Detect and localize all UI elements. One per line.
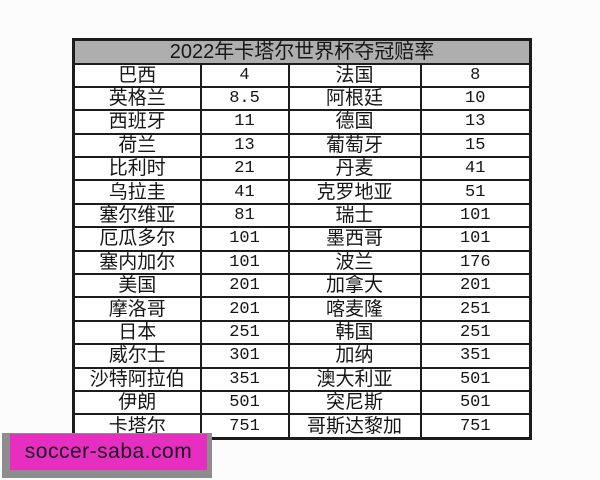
- table-row: 塞内加尔 101 波兰 176: [72, 249, 532, 276]
- team-cell: 厄瓜多尔: [72, 226, 202, 252]
- odds-cell: 13: [419, 109, 532, 135]
- odds-cell: 15: [419, 132, 532, 159]
- team-cell: 美国: [72, 272, 202, 299]
- team-cell: 澳大利亚: [287, 366, 422, 392]
- table-row: 英格兰 8.5 阿根廷 10: [72, 85, 532, 112]
- odds-cell: 81: [199, 202, 290, 229]
- team-cell: 塞尔维亚: [72, 202, 202, 229]
- team-cell: 巴西: [72, 62, 202, 88]
- table-row: 美国 201 加拿大 201: [72, 272, 532, 299]
- watermark: soccer-saba.com: [10, 434, 207, 470]
- odds-cell: 251: [199, 319, 290, 346]
- team-cell: 加纳: [287, 343, 422, 369]
- odds-cell: 41: [419, 156, 532, 182]
- odds-cell: 8.5: [199, 85, 290, 112]
- odds-cell: 41: [199, 179, 290, 205]
- odds-cell: 201: [199, 272, 290, 299]
- odds-cell: 751: [419, 413, 532, 440]
- table-row: 伊朗 501 突尼斯 501: [72, 389, 532, 416]
- team-cell: 克罗地亚: [287, 179, 422, 205]
- team-cell: 德国: [287, 109, 422, 135]
- team-cell: 塞内加尔: [72, 249, 202, 276]
- odds-cell: 8: [419, 62, 532, 88]
- team-cell: 哥斯达黎加: [287, 413, 422, 440]
- team-cell: 西班牙: [72, 109, 202, 135]
- table-row: 日本 251 韩国 251: [72, 319, 532, 346]
- team-cell: 葡萄牙: [287, 132, 422, 159]
- table-row: 荷兰 13 葡萄牙 15: [72, 132, 532, 159]
- team-cell: 荷兰: [72, 132, 202, 159]
- team-cell: 伊朗: [72, 389, 202, 416]
- team-cell: 突尼斯: [287, 389, 422, 416]
- odds-table: 2022年卡塔尔世界杯夺冠赔率 巴西 4 法国 8 英格兰 8.5 阿根廷 10 西班牙 11 德国…: [72, 38, 532, 440]
- table-title-row: 2022年卡塔尔世界杯夺冠赔率: [72, 38, 532, 65]
- odds-cell: 11: [199, 109, 290, 135]
- odds-cell: 251: [419, 296, 532, 322]
- team-cell: 波兰: [287, 249, 422, 276]
- table-row: 塞尔维亚 81 瑞士 101: [72, 202, 532, 229]
- team-cell: 日本: [72, 319, 202, 346]
- odds-cell: 4: [199, 62, 290, 88]
- table-row: 摩洛哥 201 喀麦隆 251: [72, 296, 532, 322]
- team-cell: 比利时: [72, 156, 202, 182]
- team-cell: 乌拉圭: [72, 179, 202, 205]
- team-cell: 摩洛哥: [72, 296, 202, 322]
- odds-cell: 10: [419, 85, 532, 112]
- team-cell: 瑞士: [287, 202, 422, 229]
- table-row: 西班牙 11 德国 13: [72, 109, 532, 135]
- table-row: 厄瓜多尔 101 墨西哥 101: [72, 226, 532, 252]
- team-cell: 法国: [287, 62, 422, 88]
- team-cell: 韩国: [287, 319, 422, 346]
- team-cell: 威尔士: [72, 343, 202, 369]
- table-row: 巴西 4 法国 8: [72, 62, 532, 88]
- odds-cell: 51: [419, 179, 532, 205]
- team-cell: 沙特阿拉伯: [72, 366, 202, 392]
- odds-cell: 351: [419, 343, 532, 369]
- table-row: 乌拉圭 41 克罗地亚 51: [72, 179, 532, 205]
- odds-cell: 201: [199, 296, 290, 322]
- table-title: 2022年卡塔尔世界杯夺冠赔率: [72, 38, 532, 65]
- odds-cell: 301: [199, 343, 290, 369]
- team-cell: 丹麦: [287, 156, 422, 182]
- odds-cell: 501: [419, 389, 532, 416]
- odds-cell: 176: [419, 249, 532, 276]
- odds-cell: 101: [199, 226, 290, 252]
- team-cell: 阿根廷: [287, 85, 422, 112]
- odds-cell: 751: [199, 413, 290, 440]
- team-cell: 加拿大: [287, 272, 422, 299]
- odds-cell: 13: [199, 132, 290, 159]
- watermark-text: soccer-saba.com: [24, 440, 193, 463]
- odds-cell: 21: [199, 156, 290, 182]
- table-row: 威尔士 301 加纳 351: [72, 343, 532, 369]
- odds-cell: 351: [199, 366, 290, 392]
- odds-cell: 251: [419, 319, 532, 346]
- odds-cell: 501: [419, 366, 532, 392]
- odds-cell: 501: [199, 389, 290, 416]
- team-cell: 墨西哥: [287, 226, 422, 252]
- odds-cell: 101: [419, 202, 532, 229]
- team-cell: 喀麦隆: [287, 296, 422, 322]
- odds-cell: 101: [199, 249, 290, 276]
- odds-cell: 101: [419, 226, 532, 252]
- table-row: 卡塔尔 751 哥斯达黎加 751: [72, 413, 532, 440]
- odds-table-body: 巴西 4 法国 8 英格兰 8.5 阿根廷 10 西班牙 11 德国 13 荷兰 13 葡萄牙 15 比利时 21…: [72, 62, 532, 440]
- table-row: 沙特阿拉伯 351 澳大利亚 501: [72, 366, 532, 392]
- odds-cell: 201: [419, 272, 532, 299]
- team-cell: 英格兰: [72, 85, 202, 112]
- table-row: 比利时 21 丹麦 41: [72, 156, 532, 182]
